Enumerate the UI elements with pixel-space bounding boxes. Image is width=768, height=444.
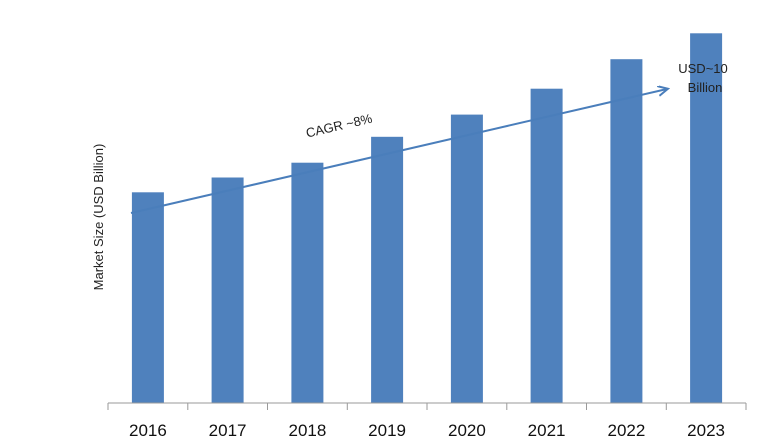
bar-2019 <box>371 136 404 404</box>
bar-2022 <box>610 59 643 403</box>
bar-2016 <box>131 192 164 403</box>
x-axis-ticks <box>107 403 747 410</box>
bar-2018 <box>291 162 324 403</box>
x-tick-label-2016: 2016 <box>129 421 167 440</box>
end-value-annotation-line2: Billion <box>688 80 723 95</box>
x-tick-label-2018: 2018 <box>288 421 326 440</box>
bar-2017 <box>211 177 244 403</box>
bar-2023 <box>690 33 723 404</box>
x-tick-label-2023: 2023 <box>687 421 725 440</box>
x-tick-label-2020: 2020 <box>448 421 486 440</box>
x-axis-tick-labels: 2016 2017 2018 2019 2020 2021 2022 2023 <box>129 421 725 440</box>
x-tick-label-2021: 2021 <box>528 421 566 440</box>
bar-2020 <box>450 114 483 403</box>
end-value-annotation-line1: USD~10 <box>678 61 728 76</box>
x-tick-label-2017: 2017 <box>209 421 247 440</box>
y-axis-label: Market Size (USD Billion) <box>91 144 106 291</box>
cagr-trend-arrow <box>130 89 667 214</box>
cagr-annotation: CAGR ~8% <box>304 111 374 141</box>
bar-series <box>131 33 723 404</box>
x-tick-label-2019: 2019 <box>368 421 406 440</box>
bar-2021 <box>530 88 563 403</box>
x-tick-label-2022: 2022 <box>607 421 645 440</box>
